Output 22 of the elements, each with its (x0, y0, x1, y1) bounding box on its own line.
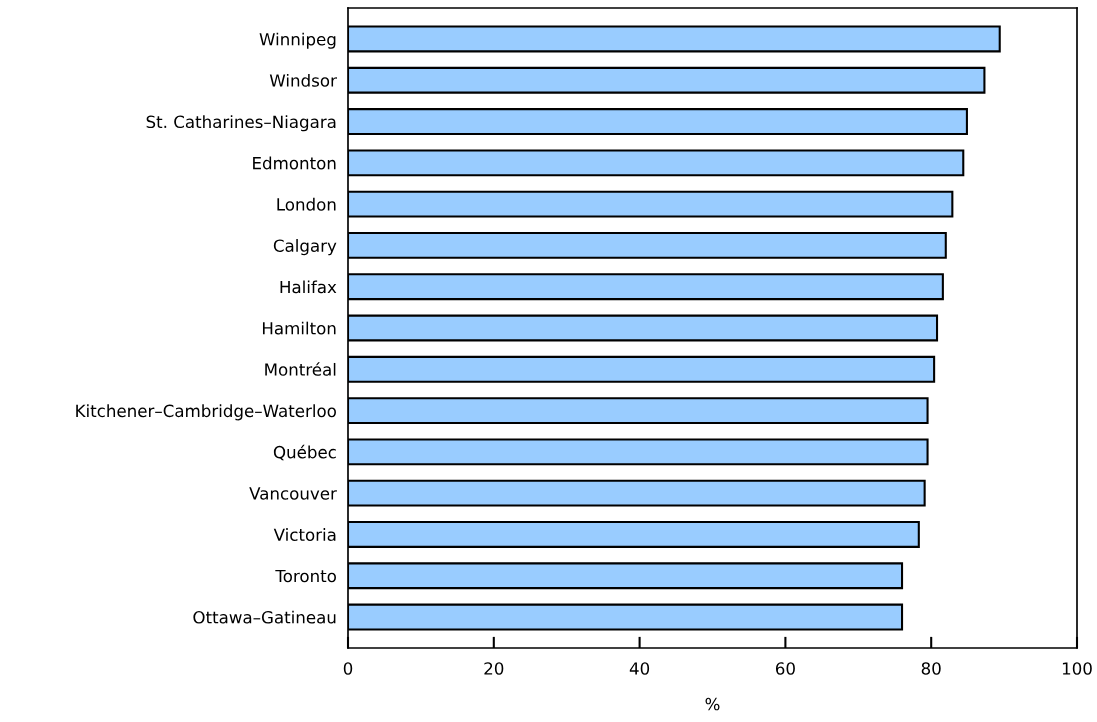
x-tick-label: 60 (775, 662, 795, 675)
y-tick-label: Toronto (275, 569, 336, 583)
y-tick-label: Halifax (280, 280, 337, 294)
y-tick-label: Hamilton (262, 321, 336, 335)
y-tick-label: Vancouver (249, 487, 337, 500)
y-tick-label: Calgary (273, 239, 337, 256)
y-tick-label: Windsor (269, 73, 337, 87)
y-tick-label: Montréal (265, 362, 336, 376)
x-tick-label: 80 (921, 662, 941, 675)
y-tick-label: Winnipeg (259, 32, 336, 49)
y-tick-label: Québec (273, 444, 336, 461)
y-tick-label: St. Catharines–Niagara (146, 115, 336, 132)
x-tick-label: 20 (484, 662, 504, 675)
x-tick-label: 40 (629, 662, 650, 675)
y-tick-label: Edmonton (253, 156, 336, 170)
x-tick-label: 0 (343, 662, 353, 675)
y-tick-label: London (277, 197, 336, 211)
y-tick-label: Kitchener–Cambridge–Waterloo (76, 404, 336, 421)
y-tick-label: Victoria (273, 528, 336, 542)
y-tick-label: Ottawa–Gatineau (193, 610, 336, 624)
x-tick-label: 100 (1062, 662, 1092, 675)
x-axis-title: % (705, 697, 720, 711)
